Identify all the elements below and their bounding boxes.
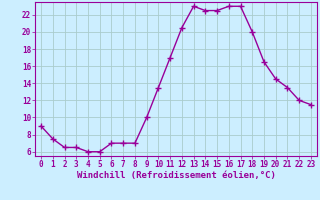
X-axis label: Windchill (Refroidissement éolien,°C): Windchill (Refroidissement éolien,°C) [76,171,276,180]
